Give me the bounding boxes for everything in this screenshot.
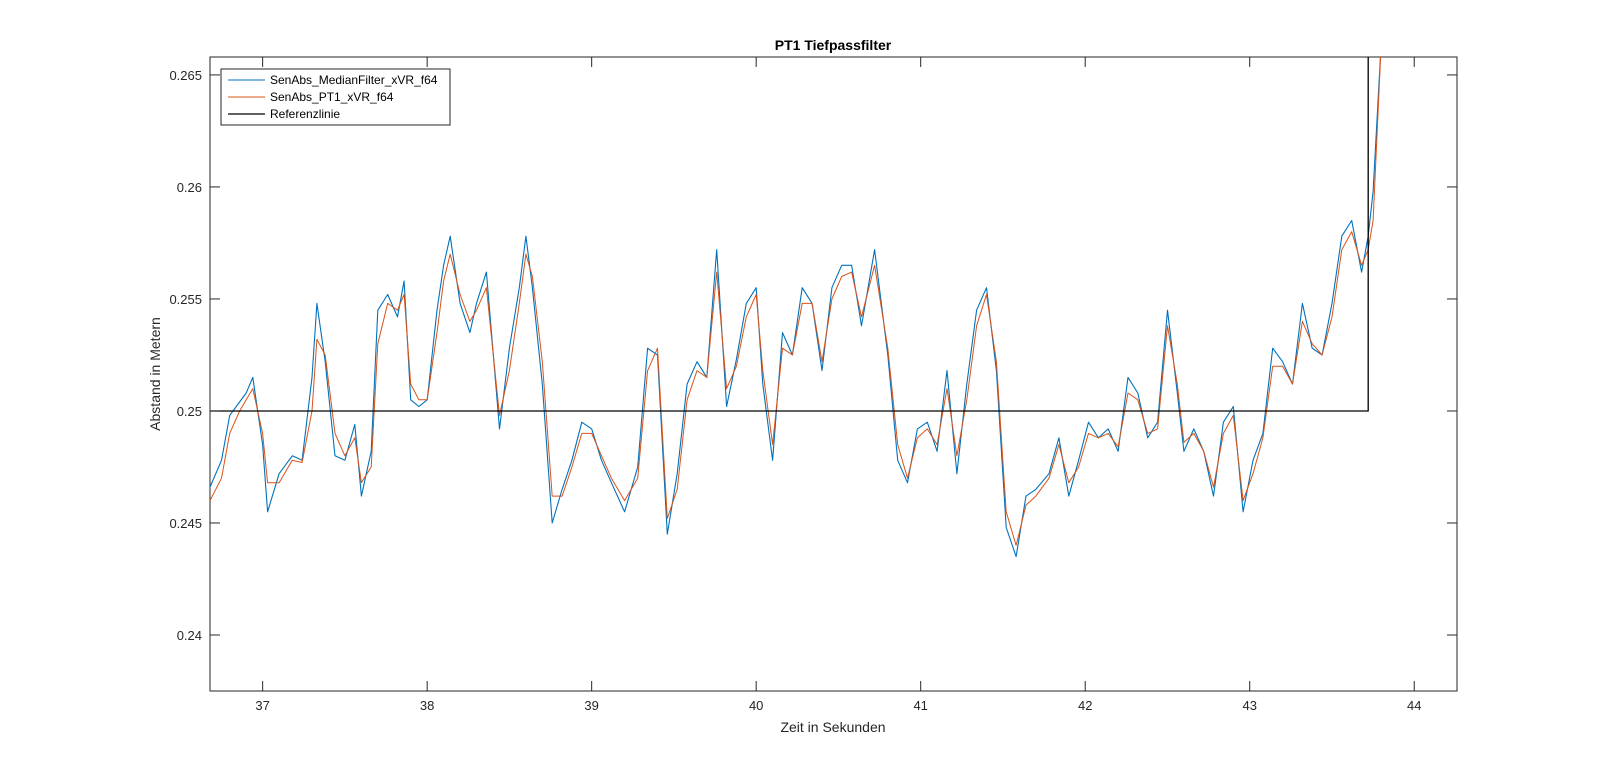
legend: SenAbs_MedianFilter_xVR_f64 SenAbs_PT1_x… [220, 68, 451, 126]
legend-box [220, 68, 451, 126]
x-tick-label: 38 [420, 698, 434, 713]
chart-title: PT1 Tiefpassfilter [775, 37, 892, 53]
y-tick-label: 0.26 [177, 180, 202, 195]
y-tick-label: 0.265 [169, 68, 202, 83]
legend-label-pt1: SenAbs_PT1_xVR_f64 [270, 90, 394, 104]
x-tick-label: 42 [1078, 698, 1092, 713]
x-axis-label: Zeit in Sekunden [780, 719, 885, 735]
x-tick-label: 44 [1407, 698, 1421, 713]
y-axis-label: Abstand in Metern [147, 317, 163, 431]
plot-area [209, 56, 1458, 692]
y-tick-label: 0.255 [169, 292, 202, 307]
x-tick-label: 40 [749, 698, 763, 713]
x-tick-label: 43 [1242, 698, 1256, 713]
legend-label-median: SenAbs_MedianFilter_xVR_f64 [270, 73, 438, 87]
x-tick-label: 41 [913, 698, 927, 713]
y-tick-label: 0.245 [169, 516, 202, 531]
series-line-senabs-pt1-xvr-f64 [210, 57, 1382, 546]
x-tick-label: 39 [584, 698, 598, 713]
legend-label-reference: Referenzlinie [270, 107, 340, 121]
y-tick-label: 0.24 [177, 628, 202, 643]
y-tick-label: 0.25 [177, 404, 202, 419]
x-tick-label: 37 [255, 698, 269, 713]
series-line-referenzlinie [210, 57, 1369, 412]
